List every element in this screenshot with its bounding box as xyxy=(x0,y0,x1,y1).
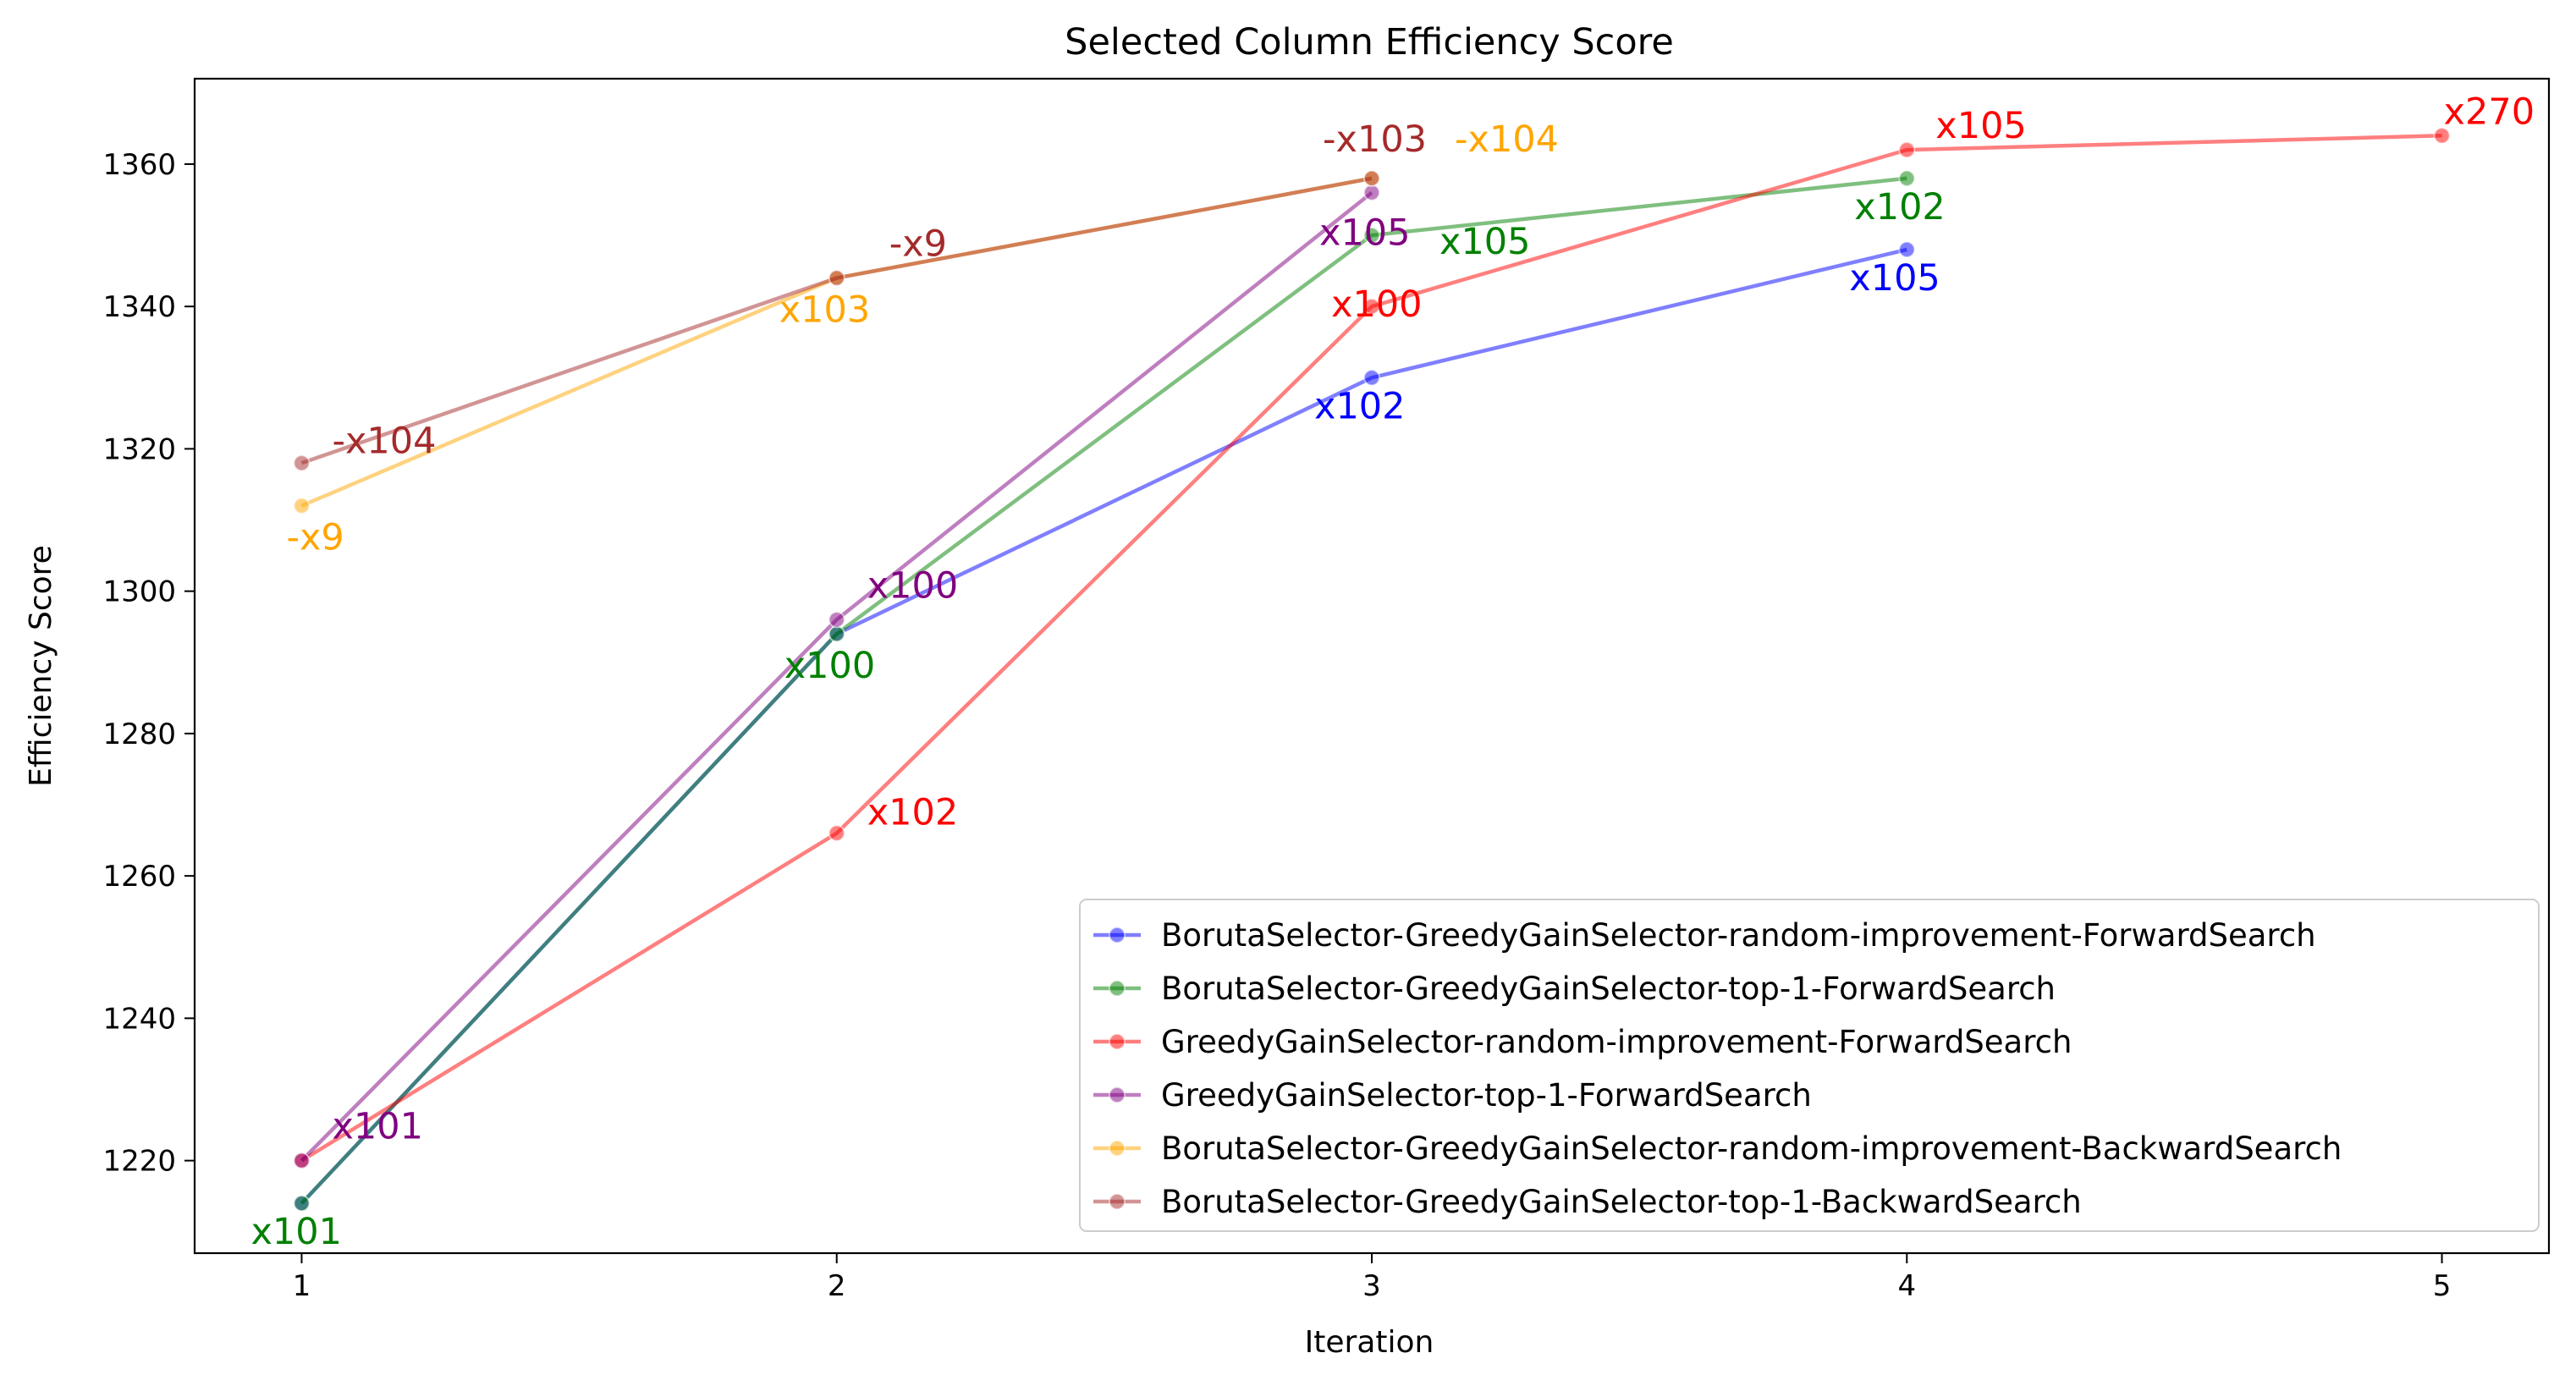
legend-entry-label: BorutaSelector-GreedyGainSelector-random… xyxy=(1161,917,2316,954)
y-tick-label: 1280 xyxy=(102,718,176,751)
series-3-point xyxy=(1363,298,1380,316)
y-axis-label: Efficiency Score xyxy=(24,545,58,787)
series-6-point xyxy=(828,269,845,287)
series-1-point xyxy=(1898,240,1916,258)
legend-marker xyxy=(1109,1140,1126,1157)
y-tick-label: 1360 xyxy=(102,148,176,182)
annotation-label: x103 xyxy=(779,289,871,332)
annotation-label: -x9 xyxy=(286,517,344,559)
series-2-point xyxy=(1898,169,1916,187)
annotation-label: x101 xyxy=(332,1106,423,1148)
series-3-point xyxy=(828,824,845,842)
annotation-label: x100 xyxy=(1331,283,1423,326)
legend-box xyxy=(1079,899,2540,1232)
legend-entry-label: GreedyGainSelector-random-improvement-Fo… xyxy=(1161,1024,2072,1060)
series-4-point xyxy=(1363,184,1380,201)
annotation-label: -x104 xyxy=(332,420,436,462)
legend-marker xyxy=(1109,927,1126,943)
annotation-label: x101 xyxy=(250,1211,342,1253)
series-1-point xyxy=(1363,369,1380,387)
annotation-label: x102 xyxy=(867,792,959,834)
series-6-point xyxy=(1363,169,1380,187)
series-2-point xyxy=(1363,227,1380,245)
annotation-label: x102 xyxy=(1314,385,1406,427)
series-5-point xyxy=(293,497,311,514)
x-tick-label: 4 xyxy=(1897,1269,1916,1303)
legend: BorutaSelector-GreedyGainSelector-random… xyxy=(1079,899,2540,1232)
legend-marker xyxy=(1109,1033,1126,1050)
legend-entry-label: BorutaSelector-GreedyGainSelector-random… xyxy=(1161,1130,2342,1167)
series-lines xyxy=(293,127,2451,1213)
series-6-point xyxy=(293,454,311,472)
x-tick-label: 1 xyxy=(293,1269,311,1303)
annotation-label: x105 xyxy=(1439,221,1531,263)
y-tick-label: 1340 xyxy=(102,290,176,324)
annotation-label: -x103 xyxy=(1323,118,1427,161)
y-tick-label: 1260 xyxy=(102,860,176,894)
series-4-point xyxy=(293,1152,311,1169)
series-4-point xyxy=(828,611,845,629)
series-3-point xyxy=(2433,127,2451,145)
x-axis-label: Iteration xyxy=(1305,1325,1434,1360)
legend-marker xyxy=(1109,1086,1126,1103)
x-tick-label: 3 xyxy=(1362,1269,1381,1303)
series-2-point xyxy=(293,1195,311,1213)
legend-marker xyxy=(1109,1193,1126,1210)
annotation-label: x105 xyxy=(1849,257,1940,300)
y-tick-label: 1320 xyxy=(102,432,176,466)
legend-entry-label: BorutaSelector-GreedyGainSelector-top-1-… xyxy=(1161,971,2056,1007)
y-tick-label: 1240 xyxy=(102,1002,176,1036)
chart-title: Selected Column Efficiency Score xyxy=(1065,21,1674,63)
series-3-point xyxy=(1898,141,1916,159)
annotation-label: x102 xyxy=(1854,186,1946,228)
annotation-label: x270 xyxy=(2444,91,2535,133)
x-tick-label: 2 xyxy=(828,1269,846,1303)
annotation-label: x100 xyxy=(867,564,959,607)
y-tick-label: 1220 xyxy=(102,1145,176,1179)
legend-entry-label: BorutaSelector-GreedyGainSelector-top-1-… xyxy=(1161,1184,2082,1220)
axis-ticks: 1 2 3 4 5 1220 1240 1260 1280 1300 1320 1340 1360 xyxy=(102,148,2451,1303)
annotation-label: x100 xyxy=(784,645,876,687)
annotation-label: -x9 xyxy=(889,223,947,266)
y-tick-label: 1300 xyxy=(102,575,176,609)
legend-marker xyxy=(1109,980,1126,997)
legend-entry-label: GreedyGainSelector-top-1-ForwardSearch xyxy=(1161,1077,1812,1114)
series-line-2 xyxy=(300,176,1907,1205)
annotation-label: x105 xyxy=(1319,212,1411,255)
annotation-label: x105 xyxy=(1935,105,2027,147)
point-annotations: x102 x105 x101 x100 x105 x102 x102 x100 x105 x270… xyxy=(250,91,2535,1253)
series-2-point xyxy=(828,625,845,643)
annotation-label: -x104 xyxy=(1455,118,1559,161)
x-tick-label: 5 xyxy=(2433,1269,2452,1303)
